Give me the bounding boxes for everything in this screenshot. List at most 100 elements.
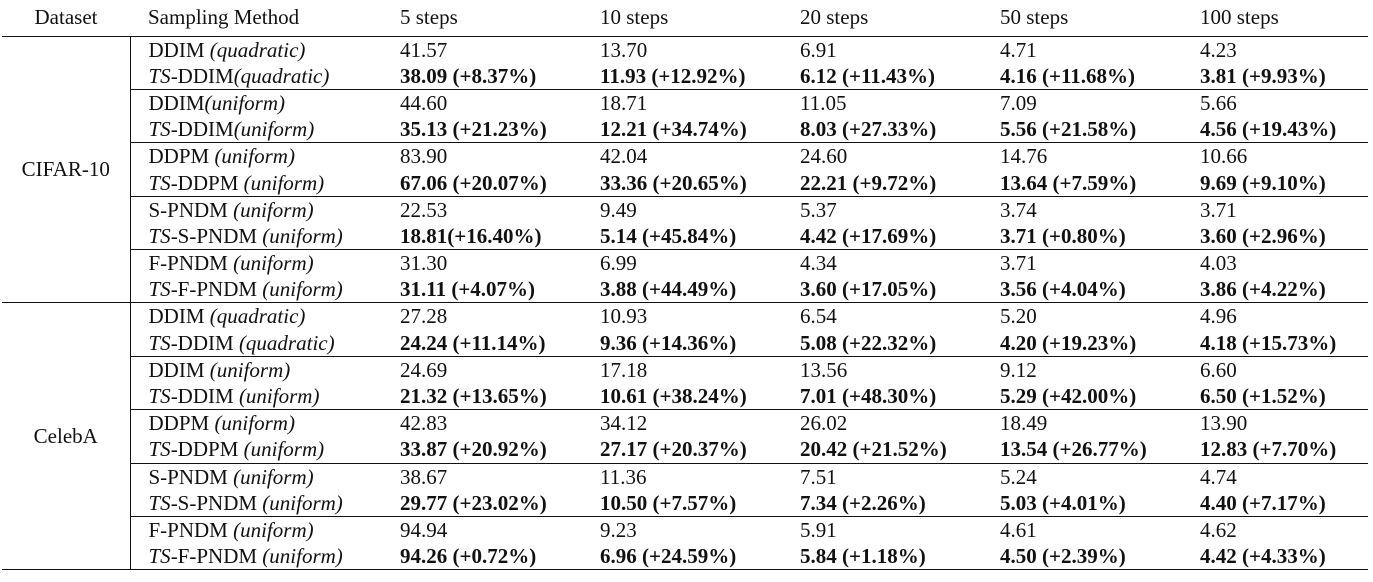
method-schedule: (uniform) bbox=[204, 90, 286, 115]
fid-value: 11.36 bbox=[582, 462, 782, 490]
table-row-ts: TS-DDIM (uniform) 21.32 (+13.65%) 10.61 (+… bbox=[2, 383, 1368, 410]
fid-value: 5.24 bbox=[982, 462, 1182, 490]
method-schedule: (uniform) bbox=[233, 464, 314, 489]
fid-value-improved: 5.29 (+42.00%) bbox=[1000, 384, 1137, 409]
fid-value-improved: 4.18 (+15.73%) bbox=[1200, 330, 1337, 355]
method-prefix: TS bbox=[148, 277, 171, 302]
sampling-method-cell: F-PNDM (uniform) bbox=[130, 249, 382, 277]
fid-value: 6.54 bbox=[782, 302, 982, 330]
fid-value: 4.23 bbox=[1200, 37, 1237, 62]
fid-value-improved: 4.16 (+11.68%) bbox=[1000, 63, 1136, 88]
table-row-ts: TS-S-PNDM (uniform) 18.81(+16.40%) 5.14 (+… bbox=[2, 223, 1368, 250]
table-row-baseline: DDIM(uniform) 44.60 18.71 11.05 7.09 5.66 bbox=[2, 88, 1368, 117]
fid-value-improved: 31.11 (+4.07%) bbox=[400, 277, 536, 302]
fid-value-improved: 29.77 (+23.02%) bbox=[400, 490, 547, 515]
fid-value: 9.23 bbox=[582, 515, 782, 544]
fid-value-improved: 35.13 (+21.23%) bbox=[400, 117, 547, 142]
fid-value-improved: 12.83 (+7.70%) bbox=[1200, 437, 1337, 462]
fid-value-improved: 10.61 (+38.24%) bbox=[600, 384, 747, 409]
fid-value: 83.90 bbox=[382, 142, 582, 170]
fid-value: 38.67 bbox=[382, 462, 582, 490]
fid-value: 14.76 bbox=[982, 142, 1182, 170]
method-prefix: TS bbox=[148, 490, 171, 515]
fid-value-improved: 6.50 (+1.52%) bbox=[1200, 384, 1326, 409]
method-name: -S-PNDM bbox=[170, 223, 258, 248]
fid-value: 6.99 bbox=[582, 249, 782, 277]
fid-value-improved: 38.09 (+8.37%) bbox=[400, 63, 537, 88]
sampling-method-cell: F-PNDM (uniform) bbox=[130, 515, 382, 544]
fid-value: 4.61 bbox=[982, 515, 1182, 544]
dataset-label: CIFAR-10 bbox=[2, 36, 131, 303]
results-table: Dataset Sampling Method 5 steps 10 steps… bbox=[2, 0, 1368, 570]
fid-value: 4.71 bbox=[1000, 37, 1037, 62]
fid-value-improved: 7.01 (+48.30%) bbox=[800, 384, 937, 409]
method-name: F-PNDM bbox=[148, 517, 228, 542]
fid-value: 13.70 bbox=[600, 37, 648, 62]
table-row-ts: TS-S-PNDM (uniform) 29.77 (+23.02%) 10.50 … bbox=[2, 490, 1368, 517]
fid-value: 5.20 bbox=[982, 302, 1182, 330]
method-schedule: (uniform) bbox=[209, 357, 291, 382]
fid-value-improved: 4.20 (+19.23%) bbox=[1000, 330, 1137, 355]
table-row-ts: TS-DDIM (quadratic) 24.24 (+11.14%) 9.36 (… bbox=[2, 330, 1368, 357]
fid-value: 10.66 bbox=[1182, 142, 1368, 170]
method-schedule: (uniform) bbox=[233, 251, 314, 276]
fid-value: 94.94 bbox=[382, 515, 582, 544]
sampling-method-cell: DDPM (uniform) bbox=[130, 142, 382, 170]
sampling-method-cell: TS-DDIM (quadratic) bbox=[130, 330, 382, 357]
sampling-method-cell: TS-DDPM (uniform) bbox=[130, 436, 382, 463]
fid-value: 4.62 bbox=[1182, 515, 1368, 544]
method-prefix: TS bbox=[148, 330, 171, 355]
method-name: -DDIM bbox=[170, 63, 234, 88]
method-name: DDPM bbox=[148, 144, 210, 169]
header-50-steps: 50 steps bbox=[982, 0, 1182, 37]
fid-value: 31.30 bbox=[382, 249, 582, 277]
fid-value-improved: 11.93 (+12.92%) bbox=[600, 63, 746, 88]
fid-value: 5.91 bbox=[782, 515, 982, 544]
method-name: -DDPM bbox=[170, 437, 239, 462]
method-name: -F-PNDM bbox=[170, 544, 258, 569]
method-prefix: TS bbox=[148, 223, 171, 248]
fid-value-improved: 4.50 (+2.39%) bbox=[1000, 544, 1126, 569]
method-name: S-PNDM bbox=[148, 197, 228, 222]
fid-value: 24.60 bbox=[782, 142, 982, 170]
fid-value-improved: 9.36 (+14.36%) bbox=[600, 330, 737, 355]
sampling-method-cell: S-PNDM (uniform) bbox=[130, 195, 382, 223]
table-row-baseline: DDPM (uniform) 42.83 34.12 26.02 18.49 13.90 bbox=[2, 409, 1368, 437]
header-20-steps: 20 steps bbox=[782, 0, 982, 37]
table-row-baseline: CIFAR-10 DDIM (quadratic) 41.57 13.70 6.91 4.… bbox=[2, 36, 1368, 303]
fid-value-improved: 5.14 (+45.84%) bbox=[600, 223, 737, 248]
fid-value: 4.03 bbox=[1182, 249, 1368, 277]
method-name: -F-PNDM bbox=[170, 277, 258, 302]
method-name: F-PNDM bbox=[148, 251, 228, 276]
table-row-ts: TS-DDPM (uniform) 67.06 (+20.07%) 33.36 (+… bbox=[2, 169, 1368, 196]
dataset-label: CelebA bbox=[2, 302, 131, 570]
fid-value-improved: 33.87 (+20.92%) bbox=[400, 437, 547, 462]
fid-value: 3.71 bbox=[1182, 195, 1368, 223]
fid-value-improved: 22.21 (+9.72%) bbox=[800, 170, 937, 195]
method-prefix: TS bbox=[148, 437, 171, 462]
fid-value-improved: 6.12 (+11.43%) bbox=[800, 63, 936, 88]
sampling-method-cell: TS-S-PNDM (uniform) bbox=[130, 223, 382, 250]
method-name: S-PNDM bbox=[148, 464, 228, 489]
method-schedule: (quadratic) bbox=[209, 37, 306, 62]
method-schedule: (uniform) bbox=[262, 223, 343, 248]
method-schedule: (uniform) bbox=[238, 384, 320, 409]
method-name: -S-PNDM bbox=[170, 490, 258, 515]
fid-value-improved: 24.24 (+11.14%) bbox=[400, 330, 546, 355]
method-schedule: (uniform) bbox=[233, 197, 314, 222]
fid-value: 13.90 bbox=[1182, 409, 1368, 437]
sampling-method-cell: TS-DDIM(uniform) bbox=[130, 116, 382, 143]
fid-value: 22.53 bbox=[382, 195, 582, 223]
method-name: DDIM bbox=[148, 357, 205, 382]
sampling-method-cell: TS-DDIM(quadratic) bbox=[130, 63, 382, 90]
fid-value-improved: 3.60 (+17.05%) bbox=[800, 277, 937, 302]
fid-value: 17.18 bbox=[582, 355, 782, 383]
fid-value: 10.93 bbox=[582, 302, 782, 330]
table-row-baseline: S-PNDM (uniform) 38.67 11.36 7.51 5.24 4.74 bbox=[2, 462, 1368, 490]
method-name: DDIM bbox=[148, 304, 205, 329]
sampling-method-cell: DDIM (quadratic) bbox=[130, 302, 382, 330]
fid-value-improved: 3.60 (+2.96%) bbox=[1200, 223, 1326, 248]
method-name: DDIM bbox=[148, 90, 205, 115]
method-name: -DDPM bbox=[170, 170, 239, 195]
fid-value-improved: 12.21 (+34.74%) bbox=[600, 117, 747, 142]
